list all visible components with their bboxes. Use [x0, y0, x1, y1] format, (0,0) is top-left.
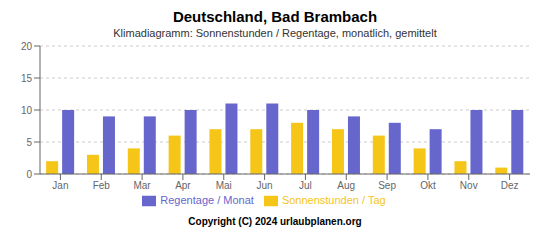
html-text:Copyright (C) 2024 urlaubplane: Copyright (C) 2024 urlaubplanen.org: [188, 216, 362, 227]
svg-text:0: 0: [26, 169, 32, 180]
svg-text:Aug: Aug: [337, 180, 355, 191]
svg-text:Mar: Mar: [133, 180, 151, 191]
svg-text:Nov: Nov: [460, 180, 478, 191]
svg-text:20: 20: [21, 41, 33, 52]
svg-text:15: 15: [21, 73, 33, 84]
html-text:Deutschland, Bad Brambach: Deutschland, Bad Brambach: [172, 8, 378, 25]
svg-text:Sep: Sep: [378, 180, 396, 191]
html-text:Sonnenstunden / Tag: Sonnenstunden / Tag: [281, 194, 386, 206]
html-text:Regentage / Monat: Regentage / Monat: [160, 194, 254, 206]
svg-text:Apr: Apr: [175, 180, 191, 191]
svg-text:Dez: Dez: [501, 180, 519, 191]
svg-text:Jul: Jul: [299, 180, 312, 191]
svg-text:Mai: Mai: [216, 180, 232, 191]
svg-text:Okt: Okt: [420, 180, 436, 191]
svg-text:10: 10: [21, 105, 33, 116]
html-text:Klimadiagramm: Sonnenstunden /: Klimadiagramm: Sonnenstunden / Regentage…: [113, 27, 437, 39]
svg-text:Jun: Jun: [257, 180, 273, 191]
svg-text:Feb: Feb: [93, 180, 111, 191]
svg-text:Jan: Jan: [52, 180, 68, 191]
svg-text:5: 5: [26, 137, 32, 148]
